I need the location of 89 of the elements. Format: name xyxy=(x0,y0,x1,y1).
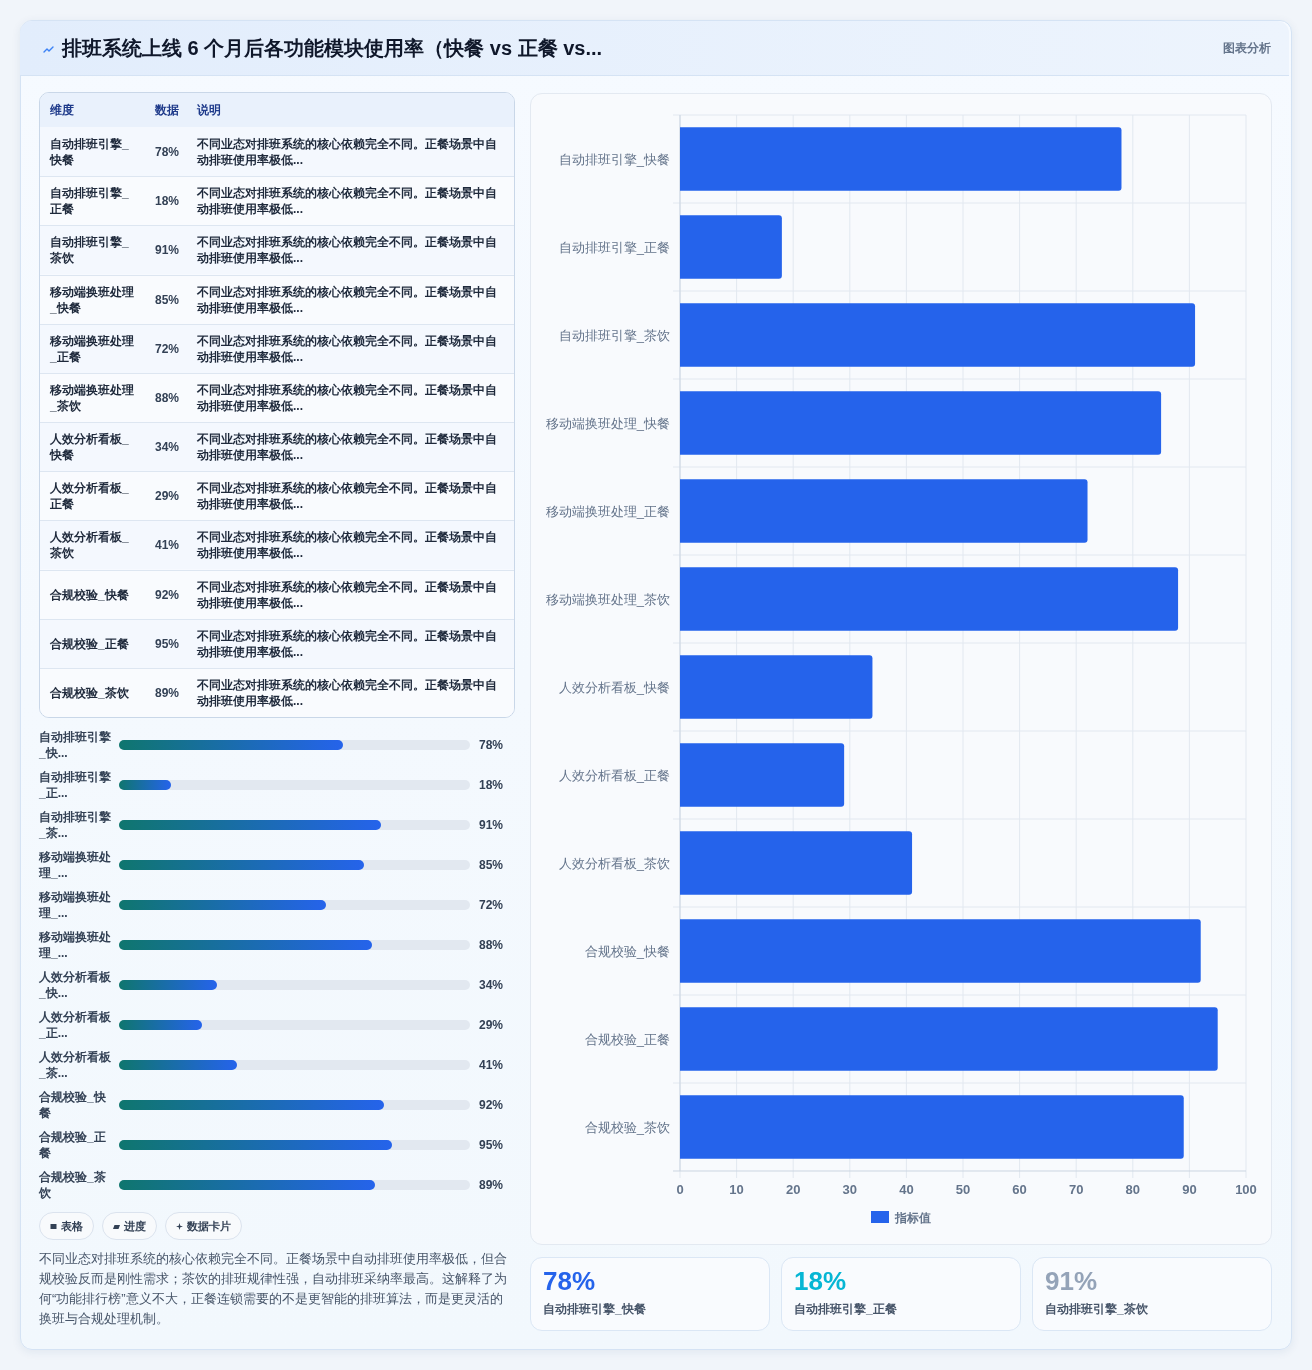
y-tick-label: 合规校验_茶饮 xyxy=(39,1169,107,1201)
y-tick-label: 移动端换班处理_... xyxy=(39,849,112,881)
data-label: 92% xyxy=(155,586,180,603)
text: 不同业态对排班系统的核心依赖完全不同。正餐场景中自动排班使用率极低... xyxy=(197,332,498,365)
data-label: 18% xyxy=(155,193,180,210)
data-label: 72% xyxy=(155,340,180,357)
x-tick-label: 0 xyxy=(676,1182,684,1197)
y-tick-label: 人效分析看板_茶... xyxy=(39,1049,112,1081)
data-label: 41% xyxy=(155,537,180,554)
x-tick-label: 60 xyxy=(1012,1182,1027,1197)
data-label: 41% xyxy=(479,1057,504,1073)
text: 表格 xyxy=(61,1219,83,1233)
data-label: 88% xyxy=(155,389,180,406)
text: 不同业态对排班系统的核心依赖完全不同。正餐场景中自动排班使用率极低... xyxy=(197,381,498,414)
y-tick-label: 移动端换班处理_茶饮 xyxy=(545,591,670,607)
data-label: 18% xyxy=(794,1266,847,1296)
data-label: 92% xyxy=(479,1097,504,1113)
y-tick-label: 自动排班引擎_正... xyxy=(39,769,112,801)
y-tick-label: 移动端换班处理_正餐 xyxy=(545,503,670,519)
y-tick-label: 自动排班引擎_茶... xyxy=(39,809,112,841)
category-label: 合规校验_快餐 xyxy=(50,586,130,603)
data-label: 34% xyxy=(479,977,504,993)
y-tick-label: 人效分析看板_正餐 xyxy=(558,767,670,783)
y-tick-label: 自动排班引擎_快餐 xyxy=(558,151,670,167)
x-tick-label: 100 xyxy=(1235,1182,1257,1197)
y-tick-label: 合规校验_快餐 xyxy=(584,943,670,959)
category-label: 自动排班引擎_正餐 xyxy=(794,1301,897,1317)
y-tick-label: 自动排班引擎_茶饮 xyxy=(558,327,670,343)
text: 不同业态对排班系统的核心依赖完全不同。正餐场景中自动排班使用率极低... xyxy=(197,135,498,168)
text: 不同业态对排班系统的核心依赖完全不同。正餐场景中自动排班使用率极低... xyxy=(197,529,498,562)
data-label: 78% xyxy=(479,737,504,753)
x-tick-label: 20 xyxy=(785,1182,801,1197)
data-label: 18% xyxy=(479,777,504,793)
data-label: 72% xyxy=(479,897,504,913)
y-tick-label: 人效分析看板_正... xyxy=(39,1009,112,1041)
data-label: 95% xyxy=(155,635,180,652)
legend-label: 指标值 xyxy=(894,1210,931,1225)
category-label: 合规校验_茶饮 xyxy=(50,684,130,701)
x-tick-label: 70 xyxy=(1068,1182,1084,1197)
data-label: 78% xyxy=(543,1266,596,1296)
text: 不同业态对排班系统的核心依赖完全不同。正餐场景中自动排班使用率极低... xyxy=(197,578,498,611)
y-tick-label: 合规校验_正餐 xyxy=(39,1129,107,1161)
y-tick-label: 人效分析看板_茶饮 xyxy=(558,855,670,871)
y-tick-label: 移动端换班处理_快餐 xyxy=(545,415,670,431)
x-tick-label: 10 xyxy=(729,1182,744,1197)
text: 维度 xyxy=(50,103,74,117)
category-label: 自动排班引擎_茶饮 xyxy=(1045,1301,1148,1317)
y-tick-label: 自动排班引擎_正餐 xyxy=(558,239,670,255)
text: 图表分析 xyxy=(1223,40,1271,56)
text: 进度 xyxy=(124,1219,146,1233)
y-tick-label: 合规校验_正餐 xyxy=(584,1031,670,1047)
x-tick-label: 80 xyxy=(1125,1182,1141,1197)
y-tick-label: 合规校验_茶饮 xyxy=(584,1119,670,1135)
data-label: 89% xyxy=(155,684,180,701)
x-tick-label: 90 xyxy=(1182,1182,1197,1197)
y-tick-label: 自动排班引擎_快... xyxy=(39,729,112,761)
y-tick-label: 移动端换班处理_... xyxy=(39,889,112,921)
data-label: 95% xyxy=(479,1137,504,1153)
y-tick-label: 合规校验_快餐 xyxy=(39,1089,107,1121)
data-label: 91% xyxy=(1045,1266,1098,1296)
data-label: 88% xyxy=(479,937,504,953)
text: 说明 xyxy=(197,103,221,117)
data-label: 85% xyxy=(479,857,504,873)
data-label: 78% xyxy=(155,143,180,160)
text: 不同业态对排班系统的核心依赖完全不同。正餐场景中自动排班使用率极低，但合规校验反而是刚性需求；茶饮的排班规律性强，自动排班采纳率最高。这解释了为何“功能排行榜”意义不大，正餐连锁需要的不是更智能的排班算法，而是更灵活的换班与合规处理机制。 xyxy=(39,1250,508,1328)
text: 数据 xyxy=(155,103,179,117)
text: 不同业态对排班系统的核心依赖完全不同。正餐场景中自动排班使用率极低... xyxy=(197,283,498,316)
text: 不同业态对排班系统的核心依赖完全不同。正餐场景中自动排班使用率极低... xyxy=(197,676,498,709)
text: 不同业态对排班系统的核心依赖完全不同。正餐场景中自动排班使用率极低... xyxy=(197,480,498,513)
data-label: 29% xyxy=(155,488,180,505)
data-label: 29% xyxy=(479,1017,504,1033)
y-tick-label: 人效分析看板_快... xyxy=(39,969,112,1001)
data-label: 91% xyxy=(155,242,180,259)
y-tick-label: 人效分析看板_快餐 xyxy=(558,679,670,695)
x-tick-label: 40 xyxy=(899,1182,914,1197)
data-label: 34% xyxy=(155,439,180,456)
data-label: 91% xyxy=(479,817,504,833)
text: 不同业态对排班系统的核心依赖完全不同。正餐场景中自动排班使用率极低... xyxy=(197,185,498,218)
data-label: 85% xyxy=(155,291,180,308)
category-label: 合规校验_正餐 xyxy=(50,635,130,652)
text: 数据卡片 xyxy=(187,1219,231,1233)
y-tick-label: 移动端换班处理_... xyxy=(39,929,112,961)
text: 不同业态对排班系统的核心依赖完全不同。正餐场景中自动排班使用率极低... xyxy=(197,627,498,660)
text: 不同业态对排班系统的核心依赖完全不同。正餐场景中自动排班使用率极低... xyxy=(197,431,498,464)
data-label: 89% xyxy=(479,1177,504,1193)
text: 排班系统上线 6 个月后各功能模块使用率（快餐 vs 正餐 vs... xyxy=(62,36,603,60)
x-tick-label: 30 xyxy=(842,1182,858,1197)
text: 不同业态对排班系统的核心依赖完全不同。正餐场景中自动排班使用率极低... xyxy=(197,234,498,267)
x-tick-label: 50 xyxy=(955,1182,971,1197)
